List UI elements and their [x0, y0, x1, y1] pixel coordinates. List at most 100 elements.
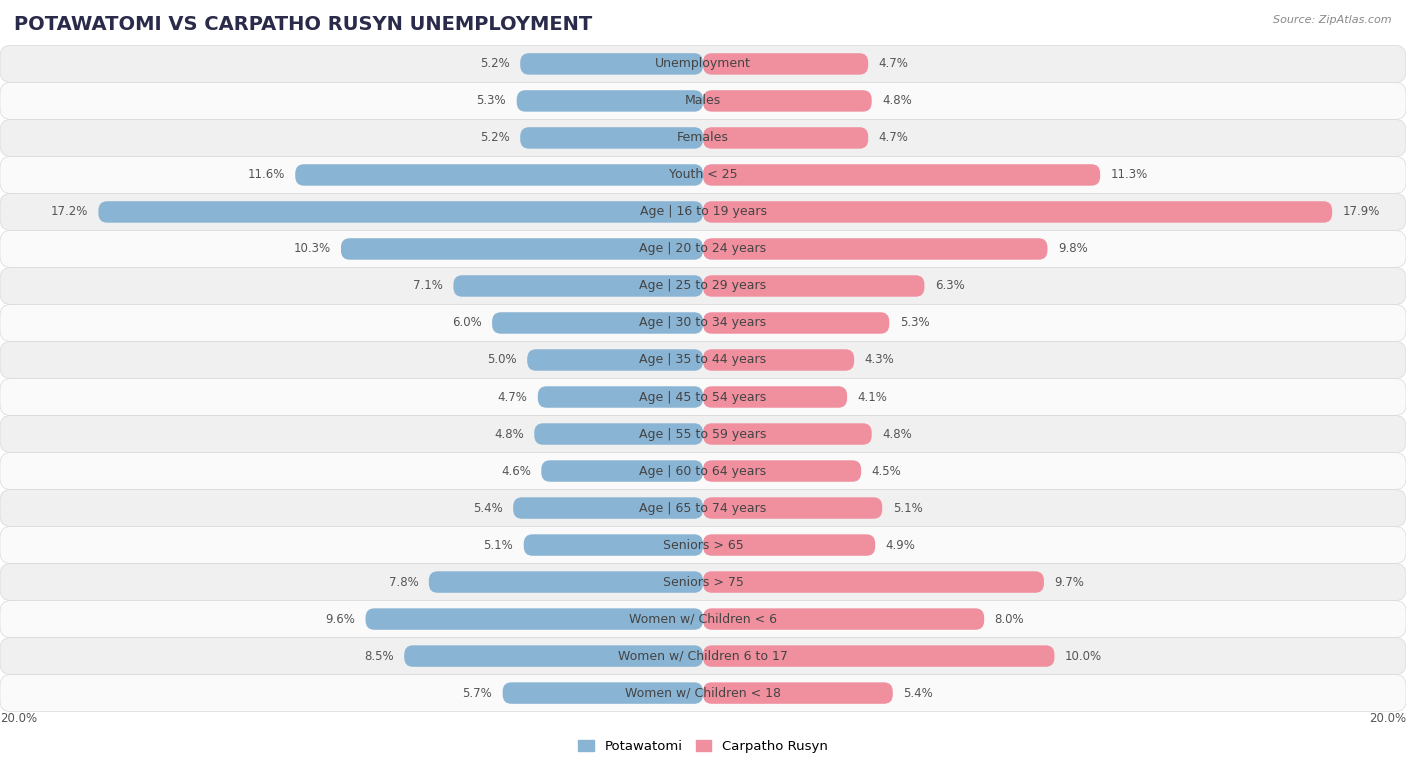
FancyBboxPatch shape: [703, 127, 869, 148]
Text: 20.0%: 20.0%: [1369, 712, 1406, 724]
Text: 9.8%: 9.8%: [1059, 242, 1088, 255]
FancyBboxPatch shape: [703, 276, 925, 297]
Text: 5.2%: 5.2%: [479, 132, 510, 145]
Text: Males: Males: [685, 95, 721, 107]
Text: 17.9%: 17.9%: [1343, 205, 1381, 219]
FancyBboxPatch shape: [0, 194, 1406, 230]
Text: Age | 16 to 19 years: Age | 16 to 19 years: [640, 205, 766, 219]
Text: 5.3%: 5.3%: [477, 95, 506, 107]
Text: 4.8%: 4.8%: [883, 95, 912, 107]
FancyBboxPatch shape: [703, 164, 1099, 185]
Text: 11.3%: 11.3%: [1111, 169, 1147, 182]
FancyBboxPatch shape: [513, 497, 703, 519]
FancyBboxPatch shape: [340, 238, 703, 260]
Text: 6.3%: 6.3%: [935, 279, 965, 292]
Text: Women w/ Children < 6: Women w/ Children < 6: [628, 612, 778, 625]
Text: Age | 55 to 59 years: Age | 55 to 59 years: [640, 428, 766, 441]
FancyBboxPatch shape: [703, 90, 872, 112]
FancyBboxPatch shape: [0, 674, 1406, 712]
Text: 5.3%: 5.3%: [900, 316, 929, 329]
Text: 4.7%: 4.7%: [879, 132, 908, 145]
Text: 8.0%: 8.0%: [995, 612, 1025, 625]
FancyBboxPatch shape: [0, 157, 1406, 194]
Text: 17.2%: 17.2%: [51, 205, 87, 219]
Text: Women w/ Children 6 to 17: Women w/ Children 6 to 17: [619, 650, 787, 662]
Text: 4.5%: 4.5%: [872, 465, 901, 478]
FancyBboxPatch shape: [0, 527, 1406, 563]
Text: 7.8%: 7.8%: [388, 575, 419, 588]
Text: 5.1%: 5.1%: [893, 502, 922, 515]
FancyBboxPatch shape: [0, 341, 1406, 378]
FancyBboxPatch shape: [0, 230, 1406, 267]
FancyBboxPatch shape: [537, 386, 703, 408]
FancyBboxPatch shape: [703, 534, 875, 556]
FancyBboxPatch shape: [703, 423, 872, 445]
FancyBboxPatch shape: [703, 682, 893, 704]
Text: 9.6%: 9.6%: [325, 612, 354, 625]
FancyBboxPatch shape: [0, 304, 1406, 341]
FancyBboxPatch shape: [366, 609, 703, 630]
Text: 5.4%: 5.4%: [904, 687, 934, 699]
FancyBboxPatch shape: [703, 645, 1054, 667]
FancyBboxPatch shape: [703, 572, 1043, 593]
FancyBboxPatch shape: [703, 201, 1333, 223]
FancyBboxPatch shape: [703, 349, 855, 371]
Text: 10.0%: 10.0%: [1066, 650, 1102, 662]
FancyBboxPatch shape: [0, 600, 1406, 637]
FancyBboxPatch shape: [0, 120, 1406, 157]
Text: Age | 20 to 24 years: Age | 20 to 24 years: [640, 242, 766, 255]
Text: 4.8%: 4.8%: [883, 428, 912, 441]
Text: 6.0%: 6.0%: [451, 316, 481, 329]
Text: 5.1%: 5.1%: [484, 538, 513, 552]
FancyBboxPatch shape: [492, 312, 703, 334]
Text: 9.7%: 9.7%: [1054, 575, 1084, 588]
Text: 11.6%: 11.6%: [247, 169, 285, 182]
Text: Unemployment: Unemployment: [655, 58, 751, 70]
Text: 4.7%: 4.7%: [879, 58, 908, 70]
FancyBboxPatch shape: [503, 682, 703, 704]
Text: 20.0%: 20.0%: [0, 712, 37, 724]
FancyBboxPatch shape: [98, 201, 703, 223]
FancyBboxPatch shape: [429, 572, 703, 593]
FancyBboxPatch shape: [517, 90, 703, 112]
Text: 4.6%: 4.6%: [501, 465, 531, 478]
FancyBboxPatch shape: [703, 386, 846, 408]
Text: Age | 45 to 54 years: Age | 45 to 54 years: [640, 391, 766, 403]
FancyBboxPatch shape: [703, 460, 860, 481]
Text: 5.7%: 5.7%: [463, 687, 492, 699]
Text: Females: Females: [678, 132, 728, 145]
FancyBboxPatch shape: [703, 238, 1047, 260]
Text: Youth < 25: Youth < 25: [669, 169, 737, 182]
Text: 5.0%: 5.0%: [486, 354, 517, 366]
Text: 8.5%: 8.5%: [364, 650, 394, 662]
FancyBboxPatch shape: [524, 534, 703, 556]
Text: Source: ZipAtlas.com: Source: ZipAtlas.com: [1274, 15, 1392, 25]
Text: Age | 60 to 64 years: Age | 60 to 64 years: [640, 465, 766, 478]
Text: Age | 25 to 29 years: Age | 25 to 29 years: [640, 279, 766, 292]
FancyBboxPatch shape: [295, 164, 703, 185]
FancyBboxPatch shape: [405, 645, 703, 667]
Text: 4.3%: 4.3%: [865, 354, 894, 366]
FancyBboxPatch shape: [534, 423, 703, 445]
FancyBboxPatch shape: [703, 497, 883, 519]
Legend: Potawatomi, Carpatho Rusyn: Potawatomi, Carpatho Rusyn: [572, 735, 834, 757]
Text: 5.2%: 5.2%: [479, 58, 510, 70]
FancyBboxPatch shape: [454, 276, 703, 297]
Text: Seniors > 65: Seniors > 65: [662, 538, 744, 552]
FancyBboxPatch shape: [0, 563, 1406, 600]
Text: 4.7%: 4.7%: [498, 391, 527, 403]
Text: Women w/ Children < 18: Women w/ Children < 18: [626, 687, 780, 699]
FancyBboxPatch shape: [0, 490, 1406, 527]
FancyBboxPatch shape: [0, 45, 1406, 83]
Text: Age | 35 to 44 years: Age | 35 to 44 years: [640, 354, 766, 366]
FancyBboxPatch shape: [0, 83, 1406, 120]
Text: 4.1%: 4.1%: [858, 391, 887, 403]
Text: Age | 65 to 74 years: Age | 65 to 74 years: [640, 502, 766, 515]
Text: 4.8%: 4.8%: [494, 428, 524, 441]
FancyBboxPatch shape: [0, 267, 1406, 304]
Text: 4.9%: 4.9%: [886, 538, 915, 552]
FancyBboxPatch shape: [520, 127, 703, 148]
FancyBboxPatch shape: [0, 378, 1406, 416]
FancyBboxPatch shape: [527, 349, 703, 371]
Text: 5.4%: 5.4%: [472, 502, 503, 515]
